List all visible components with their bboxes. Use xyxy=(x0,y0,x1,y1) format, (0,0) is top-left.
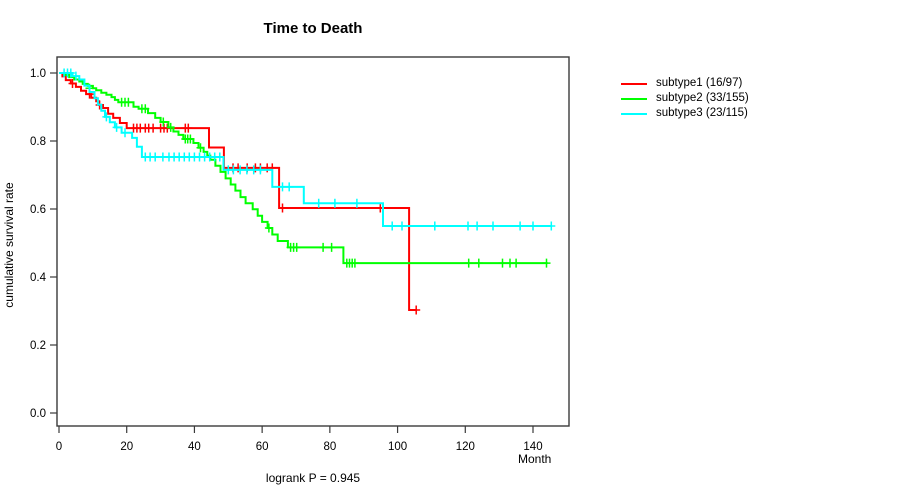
legend-item-subtype1: subtype1 (16/97) xyxy=(621,76,749,91)
x-axis-tick-label: 80 xyxy=(323,441,336,453)
x-axis-tick-label: 140 xyxy=(523,441,542,453)
x-axis-tick-label: 120 xyxy=(456,441,475,453)
y-axis-tick-label: 0.8 xyxy=(30,136,46,148)
x-axis-tick-label: 100 xyxy=(388,441,407,453)
legend-swatch-subtype1 xyxy=(621,82,647,85)
legend-item-subtype3: subtype3 (23/115) xyxy=(621,106,749,121)
plot-box xyxy=(56,56,570,427)
y-axis-title: cumulative survival rate xyxy=(2,182,16,308)
y-axis-tick-label: 0.6 xyxy=(30,204,46,216)
y-axis-tick-label: 0.4 xyxy=(30,272,47,284)
page-title: Time to Death xyxy=(263,20,363,37)
legend-swatch-subtype3 xyxy=(621,112,647,115)
y-axis-tick-label: 1.0 xyxy=(30,68,46,80)
x-axis-tick-label: 20 xyxy=(120,441,133,453)
x-axis-title: Month xyxy=(518,452,552,466)
legend-label-subtype3: subtype3 (23/115) xyxy=(656,107,748,119)
survival-curve-subtype3 xyxy=(59,72,552,227)
legend: subtype1 (16/97) subtype2 (33/155) subtype… xyxy=(621,76,749,121)
censor-marks-subtype3 xyxy=(60,68,556,231)
y-axis-tick-label: 0.0 xyxy=(30,408,46,420)
legend-swatch-subtype2 xyxy=(621,97,647,100)
y-axis-tick-label: 0.2 xyxy=(30,340,46,352)
x-axis-tick-label: 60 xyxy=(256,441,269,453)
legend-label-subtype1: subtype1 (16/97) xyxy=(656,77,743,89)
legend-item-subtype2: subtype2 (33/155) xyxy=(621,91,749,106)
logrank-annotation: logrank P = 0.945 xyxy=(265,471,361,485)
censor-marks-subtype2 xyxy=(85,83,551,268)
x-axis-tick-label: 40 xyxy=(188,441,201,453)
legend-label-subtype2: subtype2 (33/155) xyxy=(656,92,749,104)
x-axis-tick-label: 0 xyxy=(56,441,62,453)
